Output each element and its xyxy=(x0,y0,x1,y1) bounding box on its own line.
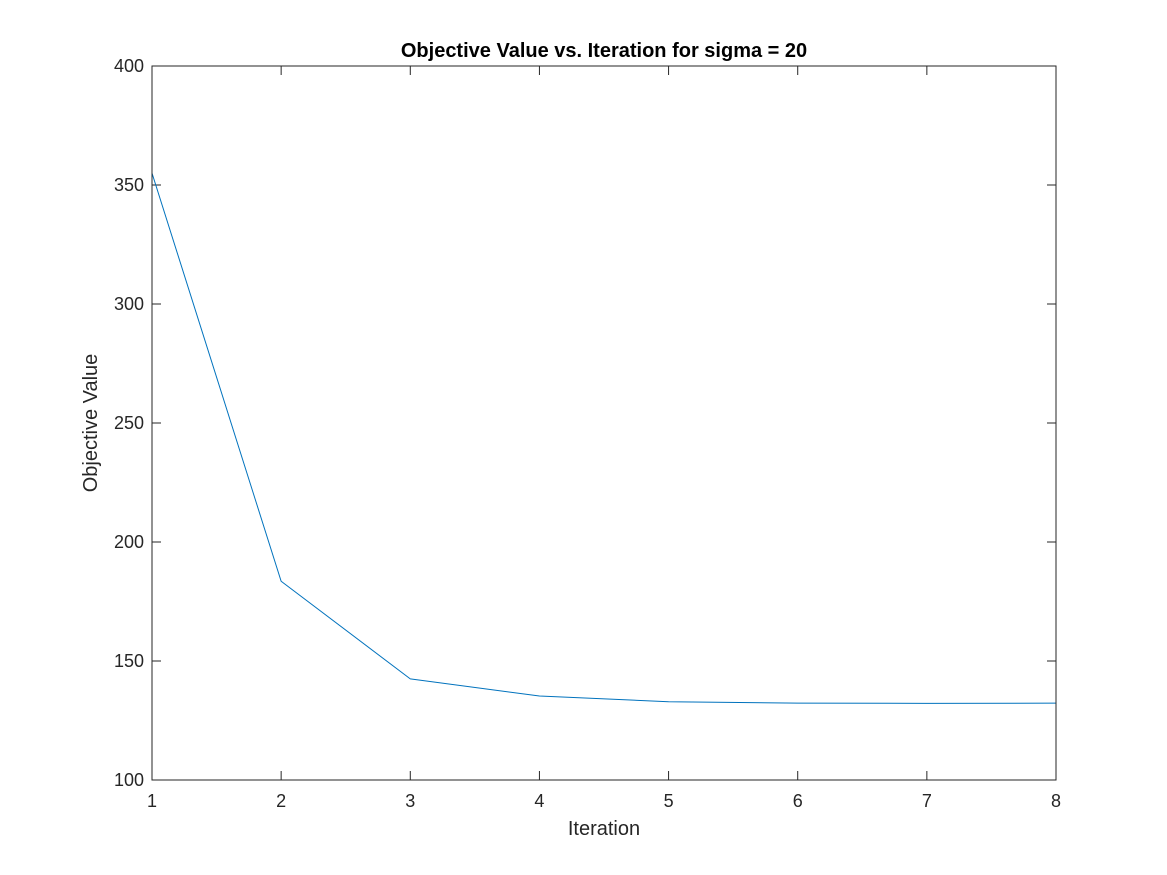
series-line xyxy=(151,172,1057,704)
y-tick-label: 150 xyxy=(114,651,144,671)
y-tick-label: 200 xyxy=(114,532,144,552)
series-lines xyxy=(151,172,1057,704)
x-tick-label: 5 xyxy=(664,791,674,811)
chart-title: Objective Value vs. Iteration for sigma … xyxy=(401,40,807,62)
x-tick-label: 8 xyxy=(1051,791,1061,811)
x-tick-label: 6 xyxy=(793,791,803,811)
y-tick-label: 100 xyxy=(114,770,144,790)
plot-area-background xyxy=(152,66,1056,780)
y-tick-label: 350 xyxy=(114,175,144,195)
y-tick-label: 300 xyxy=(114,294,144,314)
x-tick-label: 7 xyxy=(922,791,932,811)
x-tick-label: 4 xyxy=(534,791,544,811)
y-tick-label: 400 xyxy=(114,56,144,76)
x-tick-label: 3 xyxy=(405,791,415,811)
x-tick-label: 2 xyxy=(276,791,286,811)
x-tick-label: 1 xyxy=(147,791,157,811)
x-axis-label: Iteration xyxy=(568,818,640,840)
axes-box xyxy=(151,65,1057,781)
y-axis-label: Objective Value xyxy=(80,354,102,493)
tick-labels: 1 2 3 4 5 6 7 8 100 150 200 250 300 350 400 xyxy=(114,56,1061,811)
y-tick-label: 250 xyxy=(114,413,144,433)
